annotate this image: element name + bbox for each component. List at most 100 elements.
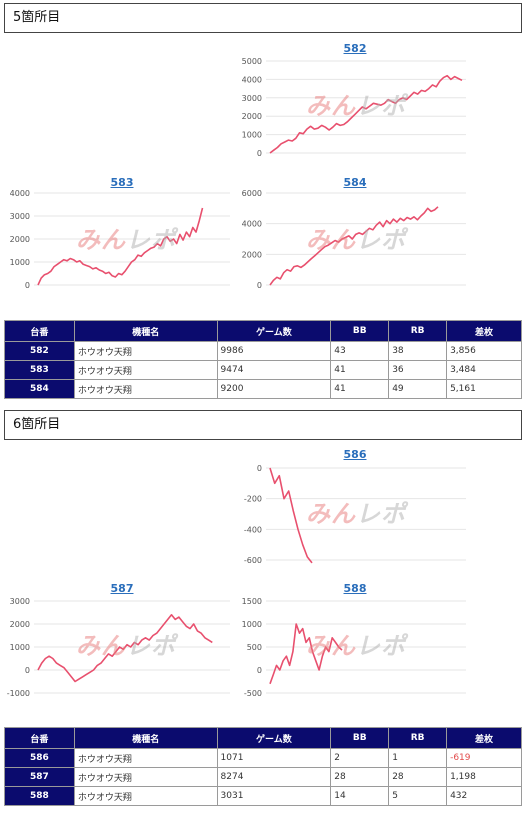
bb-count: 43 — [330, 341, 390, 361]
bb-count: 2 — [330, 748, 390, 768]
series-line — [269, 467, 313, 564]
game-count: 8274 — [216, 767, 332, 787]
y-tick-label: -600 — [244, 556, 262, 565]
table-row: 584 ホウオウ天翔 9200 41 49 5,161 — [4, 379, 522, 399]
model-name: ホウオウ天翔 — [73, 379, 218, 399]
header-rb: RB — [388, 727, 448, 749]
machine-number: 583 — [4, 360, 75, 380]
table-row: 588 ホウオウ天翔 3031 14 5 432 — [4, 786, 522, 806]
section-header-2: 6箇所目 — [4, 410, 522, 440]
y-tick-label: -1000 — [7, 689, 30, 698]
line-chart-583: 0 1000 2000 3000 4000 — [10, 189, 230, 290]
y-tick-label: 500 — [247, 643, 262, 652]
model-name: ホウオウ天翔 — [73, 748, 218, 768]
machine-number: 586 — [4, 748, 75, 768]
game-count: 9986 — [216, 341, 332, 361]
y-tick-label: 1000 — [10, 258, 30, 267]
rb-count: 28 — [388, 767, 448, 787]
y-tick-label: 4000 — [242, 220, 262, 229]
series-line — [269, 74, 463, 154]
diff-medals: 5,161 — [446, 379, 522, 399]
diff-medals: 3,856 — [446, 341, 522, 361]
data-table-1: 台番 機種名 ゲーム数 BB RB 差枚 582 ホウオウ天翔 9986 43 … — [4, 320, 522, 399]
rb-count: 36 — [388, 360, 448, 380]
table-row: 586 ホウオウ天翔 1071 2 1 -619 — [4, 748, 522, 768]
y-tick-label: 4000 — [242, 75, 262, 84]
y-tick-label: 1000 — [10, 643, 30, 652]
game-count: 9200 — [216, 379, 332, 399]
data-table-2: 台番 機種名 ゲーム数 BB RB 差枚 586 ホウオウ天翔 1071 2 1… — [4, 727, 522, 806]
line-chart-582: 0 1000 2000 3000 4000 5000 — [242, 57, 466, 158]
y-tick-label: 3000 — [10, 212, 30, 221]
header-bb: BB — [330, 727, 390, 749]
line-chart-587: 3000 2000 1000 0 -1000 — [7, 597, 230, 698]
rb-count: 5 — [388, 786, 448, 806]
y-tick-label: 0 — [25, 666, 30, 675]
header-bb: BB — [330, 320, 390, 342]
y-tick-label: -500 — [244, 689, 262, 698]
machine-number: 584 — [4, 379, 75, 399]
header-no: 台番 — [4, 727, 75, 749]
header-rb: RB — [388, 320, 448, 342]
table-row: 583 ホウオウ天翔 9474 41 36 3,484 — [4, 360, 522, 380]
line-chart-586: 0 -200 -400 -600 — [244, 464, 466, 565]
y-tick-label: 5000 — [242, 57, 262, 66]
game-count: 1071 — [216, 748, 332, 768]
y-tick-label: 0 — [257, 666, 262, 675]
y-tick-label: 0 — [25, 281, 30, 290]
model-name: ホウオウ天翔 — [73, 360, 218, 380]
header-model: 機種名 — [73, 320, 218, 342]
bb-count: 41 — [330, 360, 390, 380]
game-count: 9474 — [216, 360, 332, 380]
rb-count: 49 — [388, 379, 448, 399]
chart-title-583[interactable]: 583 — [110, 176, 134, 189]
series-line — [37, 207, 204, 286]
y-tick-label: 1000 — [242, 131, 262, 140]
y-tick-label: 4000 — [10, 189, 30, 198]
chart-title-586[interactable]: 586 — [343, 448, 367, 461]
y-tick-label: 3000 — [242, 94, 262, 103]
model-name: ホウオウ天翔 — [73, 786, 218, 806]
chart-title-584[interactable]: 584 — [343, 176, 367, 189]
diff-medals: 3,484 — [446, 360, 522, 380]
rb-count: 1 — [388, 748, 448, 768]
y-tick-label: 3000 — [10, 597, 30, 606]
header-games: ゲーム数 — [216, 320, 332, 342]
header-diff: 差枚 — [446, 320, 522, 342]
y-tick-label: 6000 — [242, 189, 262, 198]
chart-title-582[interactable]: 582 — [343, 42, 367, 55]
y-tick-label: 2000 — [10, 235, 30, 244]
y-tick-label: -400 — [244, 525, 262, 534]
y-tick-label: 1000 — [242, 620, 262, 629]
y-tick-label: 2000 — [242, 112, 262, 121]
y-tick-label: -200 — [244, 495, 262, 504]
table-header-row: 台番 機種名 ゲーム数 BB RB 差枚 — [4, 727, 522, 749]
y-tick-label: 0 — [257, 149, 262, 158]
rb-count: 38 — [388, 341, 448, 361]
series-line — [37, 613, 213, 683]
bb-count: 14 — [330, 786, 390, 806]
y-tick-label: 2000 — [10, 620, 30, 629]
line-chart-588: 1500 1000 500 0 -500 — [242, 597, 466, 698]
bb-count: 28 — [330, 767, 390, 787]
header-diff: 差枚 — [446, 727, 522, 749]
series-line — [269, 206, 439, 286]
machine-number: 582 — [4, 341, 75, 361]
machine-number: 588 — [4, 786, 75, 806]
header-model: 機種名 — [73, 727, 218, 749]
series-line — [269, 623, 343, 685]
diff-medals: 1,198 — [446, 767, 522, 787]
header-no: 台番 — [4, 320, 75, 342]
chart-title-588[interactable]: 588 — [343, 582, 367, 595]
y-tick-label: 2000 — [242, 250, 262, 259]
header-games: ゲーム数 — [216, 727, 332, 749]
model-name: ホウオウ天翔 — [73, 341, 218, 361]
chart-title-587[interactable]: 587 — [110, 582, 134, 595]
game-count: 3031 — [216, 786, 332, 806]
machine-number: 587 — [4, 767, 75, 787]
section-header-1: 5箇所目 — [4, 3, 522, 33]
table-row: 582 ホウオウ天翔 9986 43 38 3,856 — [4, 341, 522, 361]
y-tick-label: 0 — [257, 281, 262, 290]
table-row: 587 ホウオウ天翔 8274 28 28 1,198 — [4, 767, 522, 787]
diff-medals: -619 — [446, 748, 522, 768]
